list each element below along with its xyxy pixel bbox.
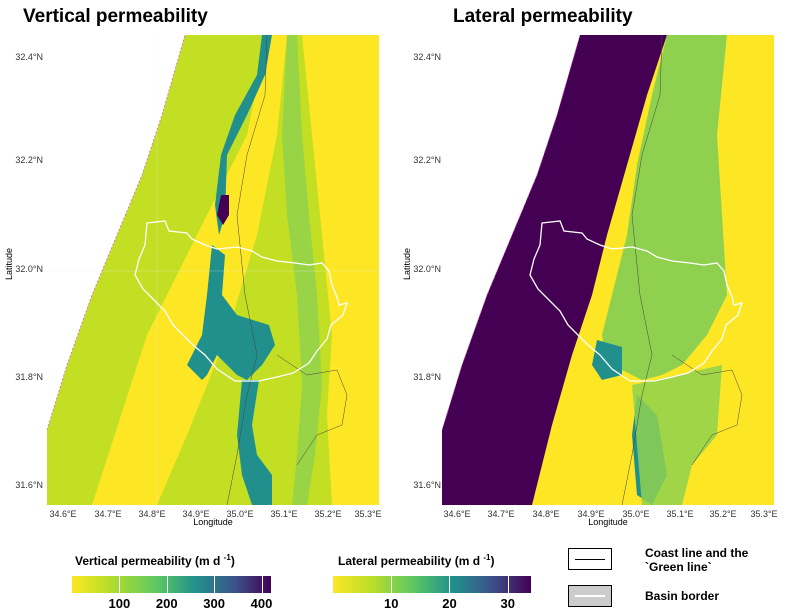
y-axis-label: Latitude <box>4 247 14 280</box>
x-axis-label: Longitude <box>193 517 233 527</box>
xtick-label: 35.0°E <box>622 509 650 519</box>
xtick-label: 35.0°E <box>226 509 254 519</box>
colorbar-tick-label: 10 <box>384 596 399 611</box>
panel-title-lateral: Lateral permeability <box>453 6 633 27</box>
colorbar-tick-label: 400 <box>250 596 273 611</box>
colorbar-tick <box>119 576 121 593</box>
x-axis-label: Longitude <box>588 517 628 527</box>
xtick-label: 34.8°E <box>532 509 560 519</box>
panel-title-vertical: Vertical permeability <box>23 6 208 27</box>
basin-border-key <box>568 585 612 607</box>
ytick-label: 32.0°N <box>15 264 43 274</box>
coast-line-label: Coast line and the `Green line` <box>645 546 749 574</box>
ytick-label: 32.4°N <box>15 52 43 62</box>
lateral-permeability-map[interactable] <box>442 35 774 505</box>
xtick-label: 34.9°E <box>182 509 210 519</box>
lateral-permeability-colorbar <box>333 576 531 593</box>
y-axis-label: Latitude <box>402 247 412 280</box>
ytick-label: 32.4°N <box>413 52 441 62</box>
ytick-label: 32.2°N <box>413 155 441 165</box>
xtick-label: 34.6°E <box>49 509 77 519</box>
xtick-label: 35.1°E <box>270 509 298 519</box>
ytick-label: 31.6°N <box>15 480 43 490</box>
xtick-label: 34.8°E <box>138 509 166 519</box>
colorbar-tick-label: 200 <box>155 596 178 611</box>
colorbar-tick <box>391 576 393 593</box>
vertical-permeability-colorbar <box>72 576 271 593</box>
ytick-label: 31.8°N <box>15 372 43 382</box>
xtick-label: 35.3°E <box>354 509 382 519</box>
ytick-label: 31.6°N <box>413 480 441 490</box>
colorbar-tick-label: 300 <box>203 596 225 611</box>
xtick-label: 35.1°E <box>666 509 694 519</box>
colorbar-tick-label: 30 <box>500 596 515 611</box>
xtick-label: 34.6°E <box>443 509 471 519</box>
lateral-permeability-panel: Lateral permeability 32.4°N 32.2°N 32.0°… <box>398 0 778 530</box>
legend-title-vertical: Vertical permeability (m d -1) <box>75 553 235 568</box>
colorbar-tick <box>507 576 509 593</box>
colorbar-tick <box>261 576 263 593</box>
colorbar-tick <box>214 576 216 593</box>
ytick-label: 31.8°N <box>413 372 441 382</box>
colorbar-tick <box>166 576 168 593</box>
vertical-permeability-map[interactable] <box>47 35 379 505</box>
vertical-permeability-panel: Vertical permeability 32.4°N 32.2°N 32.0… <box>0 0 382 530</box>
ytick-label: 32.2°N <box>15 155 43 165</box>
xtick-label: 34.7°E <box>487 509 515 519</box>
coast-line-key <box>568 548 612 570</box>
legend-title-lateral: Lateral permeability (m d -1) <box>338 553 495 568</box>
xtick-label: 35.3°E <box>750 509 778 519</box>
colorbar-tick-label: 20 <box>442 596 457 611</box>
ytick-label: 32.0°N <box>413 264 441 274</box>
basin-border-label: Basin border <box>645 589 720 603</box>
colorbar-tick-label: 100 <box>108 596 131 611</box>
xtick-label: 35.2°E <box>709 509 737 519</box>
xtick-label: 35.2°E <box>314 509 342 519</box>
xtick-label: 34.7°E <box>94 509 122 519</box>
colorbar-tick <box>449 576 451 593</box>
xtick-label: 34.9°E <box>577 509 605 519</box>
